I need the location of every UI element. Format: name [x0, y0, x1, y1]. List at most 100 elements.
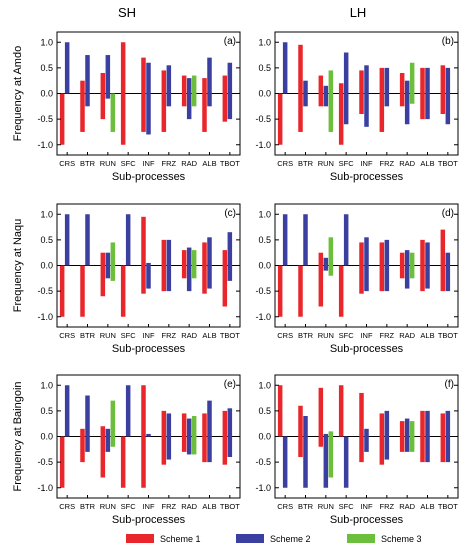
bar-scheme-2-btr	[85, 55, 90, 107]
y-tick-label: 1.0	[258, 37, 271, 47]
y-tick-label: 0.0	[258, 261, 271, 271]
x-tick-label-run: RUN	[318, 502, 334, 511]
x-tick-label-rad: RAD	[181, 159, 197, 168]
x-tick-label-crs: CRS	[277, 502, 293, 511]
bar-scheme-3-run	[328, 70, 334, 132]
x-tick-label-inf: INF	[360, 331, 373, 340]
x-tick-label-sfc: SFC	[339, 502, 355, 511]
bar-scheme-1-inf	[359, 242, 364, 294]
bar-scheme-2-alb	[425, 242, 430, 289]
x-tick-label-tbot: TBOT	[438, 502, 458, 511]
x-tick-label-sfc: SFC	[121, 502, 137, 511]
bar-scheme-1-crs	[277, 385, 283, 437]
y-tick-label: 0.5	[40, 406, 53, 416]
bar-scheme-1-btr	[298, 405, 303, 457]
bar-scheme-1-alb	[202, 413, 207, 463]
bar-scheme-3-rad	[191, 250, 197, 279]
x-tick-label-alb: ALB	[202, 502, 216, 511]
panel-label: (f)	[445, 379, 454, 390]
bar-scheme-1-sfc	[338, 83, 344, 145]
bar-scheme-1-alb	[202, 78, 207, 132]
x-tick-label-frz: FRZ	[380, 159, 395, 168]
bar-scheme-1-run	[318, 387, 324, 447]
bar-scheme-2-run	[323, 433, 329, 488]
bar-scheme-1-btr	[80, 80, 85, 132]
legend-item-scheme-3: Scheme 3	[347, 534, 422, 544]
bar-scheme-1-rad	[399, 421, 405, 452]
y-tick-label: 0.0	[258, 89, 271, 99]
y-axis-label: Frequency at Amdo	[12, 46, 24, 141]
bar-scheme-1-rad	[181, 250, 187, 279]
bar-scheme-1-crs	[277, 265, 283, 317]
panel-label: (a)	[224, 36, 236, 47]
bar-scheme-2-run	[105, 252, 111, 279]
bar-scheme-2-crs	[64, 42, 70, 94]
x-axis-label: Sub-processes	[330, 343, 404, 355]
legend: Scheme 1 Scheme 2 Scheme 3	[126, 534, 422, 544]
panel-d: -1.0 -0.5 0.0 0.5 1.0 CRS BTR RUN SFC INF FRZ RAD AL…	[255, 203, 459, 355]
bar-scheme-1-crs	[59, 265, 65, 317]
x-tick-label-btr: BTR	[80, 502, 96, 511]
bar-scheme-1-sfc	[338, 385, 344, 437]
x-tick-label-tbot: TBOT	[438, 331, 458, 340]
bar-scheme-1-run	[100, 252, 106, 297]
bar-scheme-1-tbot	[222, 410, 228, 465]
bar-scheme-1-tbot	[440, 229, 446, 292]
bar-scheme-3-run	[328, 431, 334, 478]
x-tick-label-inf: INF	[142, 502, 155, 511]
x-axis-label: Sub-processes	[112, 343, 186, 355]
x-tick-label-sfc: SFC	[339, 331, 355, 340]
bar-scheme-2-crs	[282, 214, 288, 266]
x-tick-label-sfc: SFC	[121, 331, 137, 340]
panel-f: -1.0 -0.5 0.0 0.5 1.0 CRS BTR RUN SFC INF FRZ RAD AL…	[255, 374, 459, 526]
bar-scheme-3-run	[328, 237, 334, 276]
x-tick-label-frz: FRZ	[380, 331, 395, 340]
bar-scheme-2-tbot	[227, 408, 233, 457]
panel-label: (c)	[224, 208, 236, 219]
bar-scheme-2-rad	[186, 78, 192, 120]
y-tick-label: 0.5	[40, 63, 53, 73]
panel-c: -1.0 -0.5 0.0 0.5 1.0 CRS BTR RUN SFC INF FRZ RAD AL…	[12, 203, 241, 355]
x-tick-label-run: RUN	[100, 331, 116, 340]
panels-group: -1.0 -0.5 0.0 0.5 1.0 CRS BTR RUN SFC INF FRZ RAD AL…	[12, 31, 459, 526]
bar-scheme-3-run	[110, 93, 116, 132]
legend-label: Scheme 2	[270, 534, 311, 544]
bar-scheme-1-btr	[298, 265, 303, 317]
bar-scheme-2-frz	[166, 239, 172, 292]
bar-scheme-1-sfc	[120, 436, 126, 488]
bar-scheme-2-sfc	[343, 214, 349, 266]
bar-scheme-2-crs	[282, 42, 288, 94]
y-axis-label: Frequency at Baingoin	[12, 381, 24, 491]
bar-scheme-2-btr	[303, 80, 308, 107]
bar-scheme-2-tbot	[227, 62, 233, 120]
x-tick-label-crs: CRS	[59, 502, 75, 511]
bar-scheme-2-alb	[207, 400, 212, 463]
bar-scheme-1-frz	[379, 413, 385, 465]
panel-label: (d)	[442, 208, 454, 219]
bar-scheme-2-rad	[186, 247, 192, 292]
column-title-sh: SH	[118, 5, 136, 20]
bar-scheme-1-inf	[359, 392, 364, 463]
x-tick-label-crs: CRS	[277, 159, 293, 168]
bar-scheme-2-sfc	[125, 385, 131, 437]
legend-item-scheme-2: Scheme 2	[236, 534, 311, 544]
x-tick-label-run: RUN	[100, 159, 116, 168]
bar-scheme-1-tbot	[222, 75, 228, 122]
legend-item-scheme-1: Scheme 1	[126, 534, 201, 544]
bar-scheme-3-rad	[191, 75, 197, 107]
bar-scheme-1-inf	[141, 57, 146, 132]
x-axis-label: Sub-processes	[330, 514, 404, 526]
bar-scheme-1-sfc	[338, 265, 344, 317]
y-tick-label: 1.0	[40, 37, 53, 47]
bar-scheme-2-frz	[166, 413, 172, 460]
y-tick-label: 1.0	[258, 209, 271, 219]
y-tick-label: -0.5	[255, 114, 271, 124]
x-tick-label-inf: INF	[142, 159, 155, 168]
x-tick-label-tbot: TBOT	[220, 331, 240, 340]
x-tick-label-btr: BTR	[298, 331, 314, 340]
y-tick-label: -1.0	[255, 140, 271, 150]
y-tick-label: -0.5	[255, 286, 271, 296]
x-tick-label-btr: BTR	[80, 159, 96, 168]
bar-scheme-1-btr	[298, 44, 303, 132]
